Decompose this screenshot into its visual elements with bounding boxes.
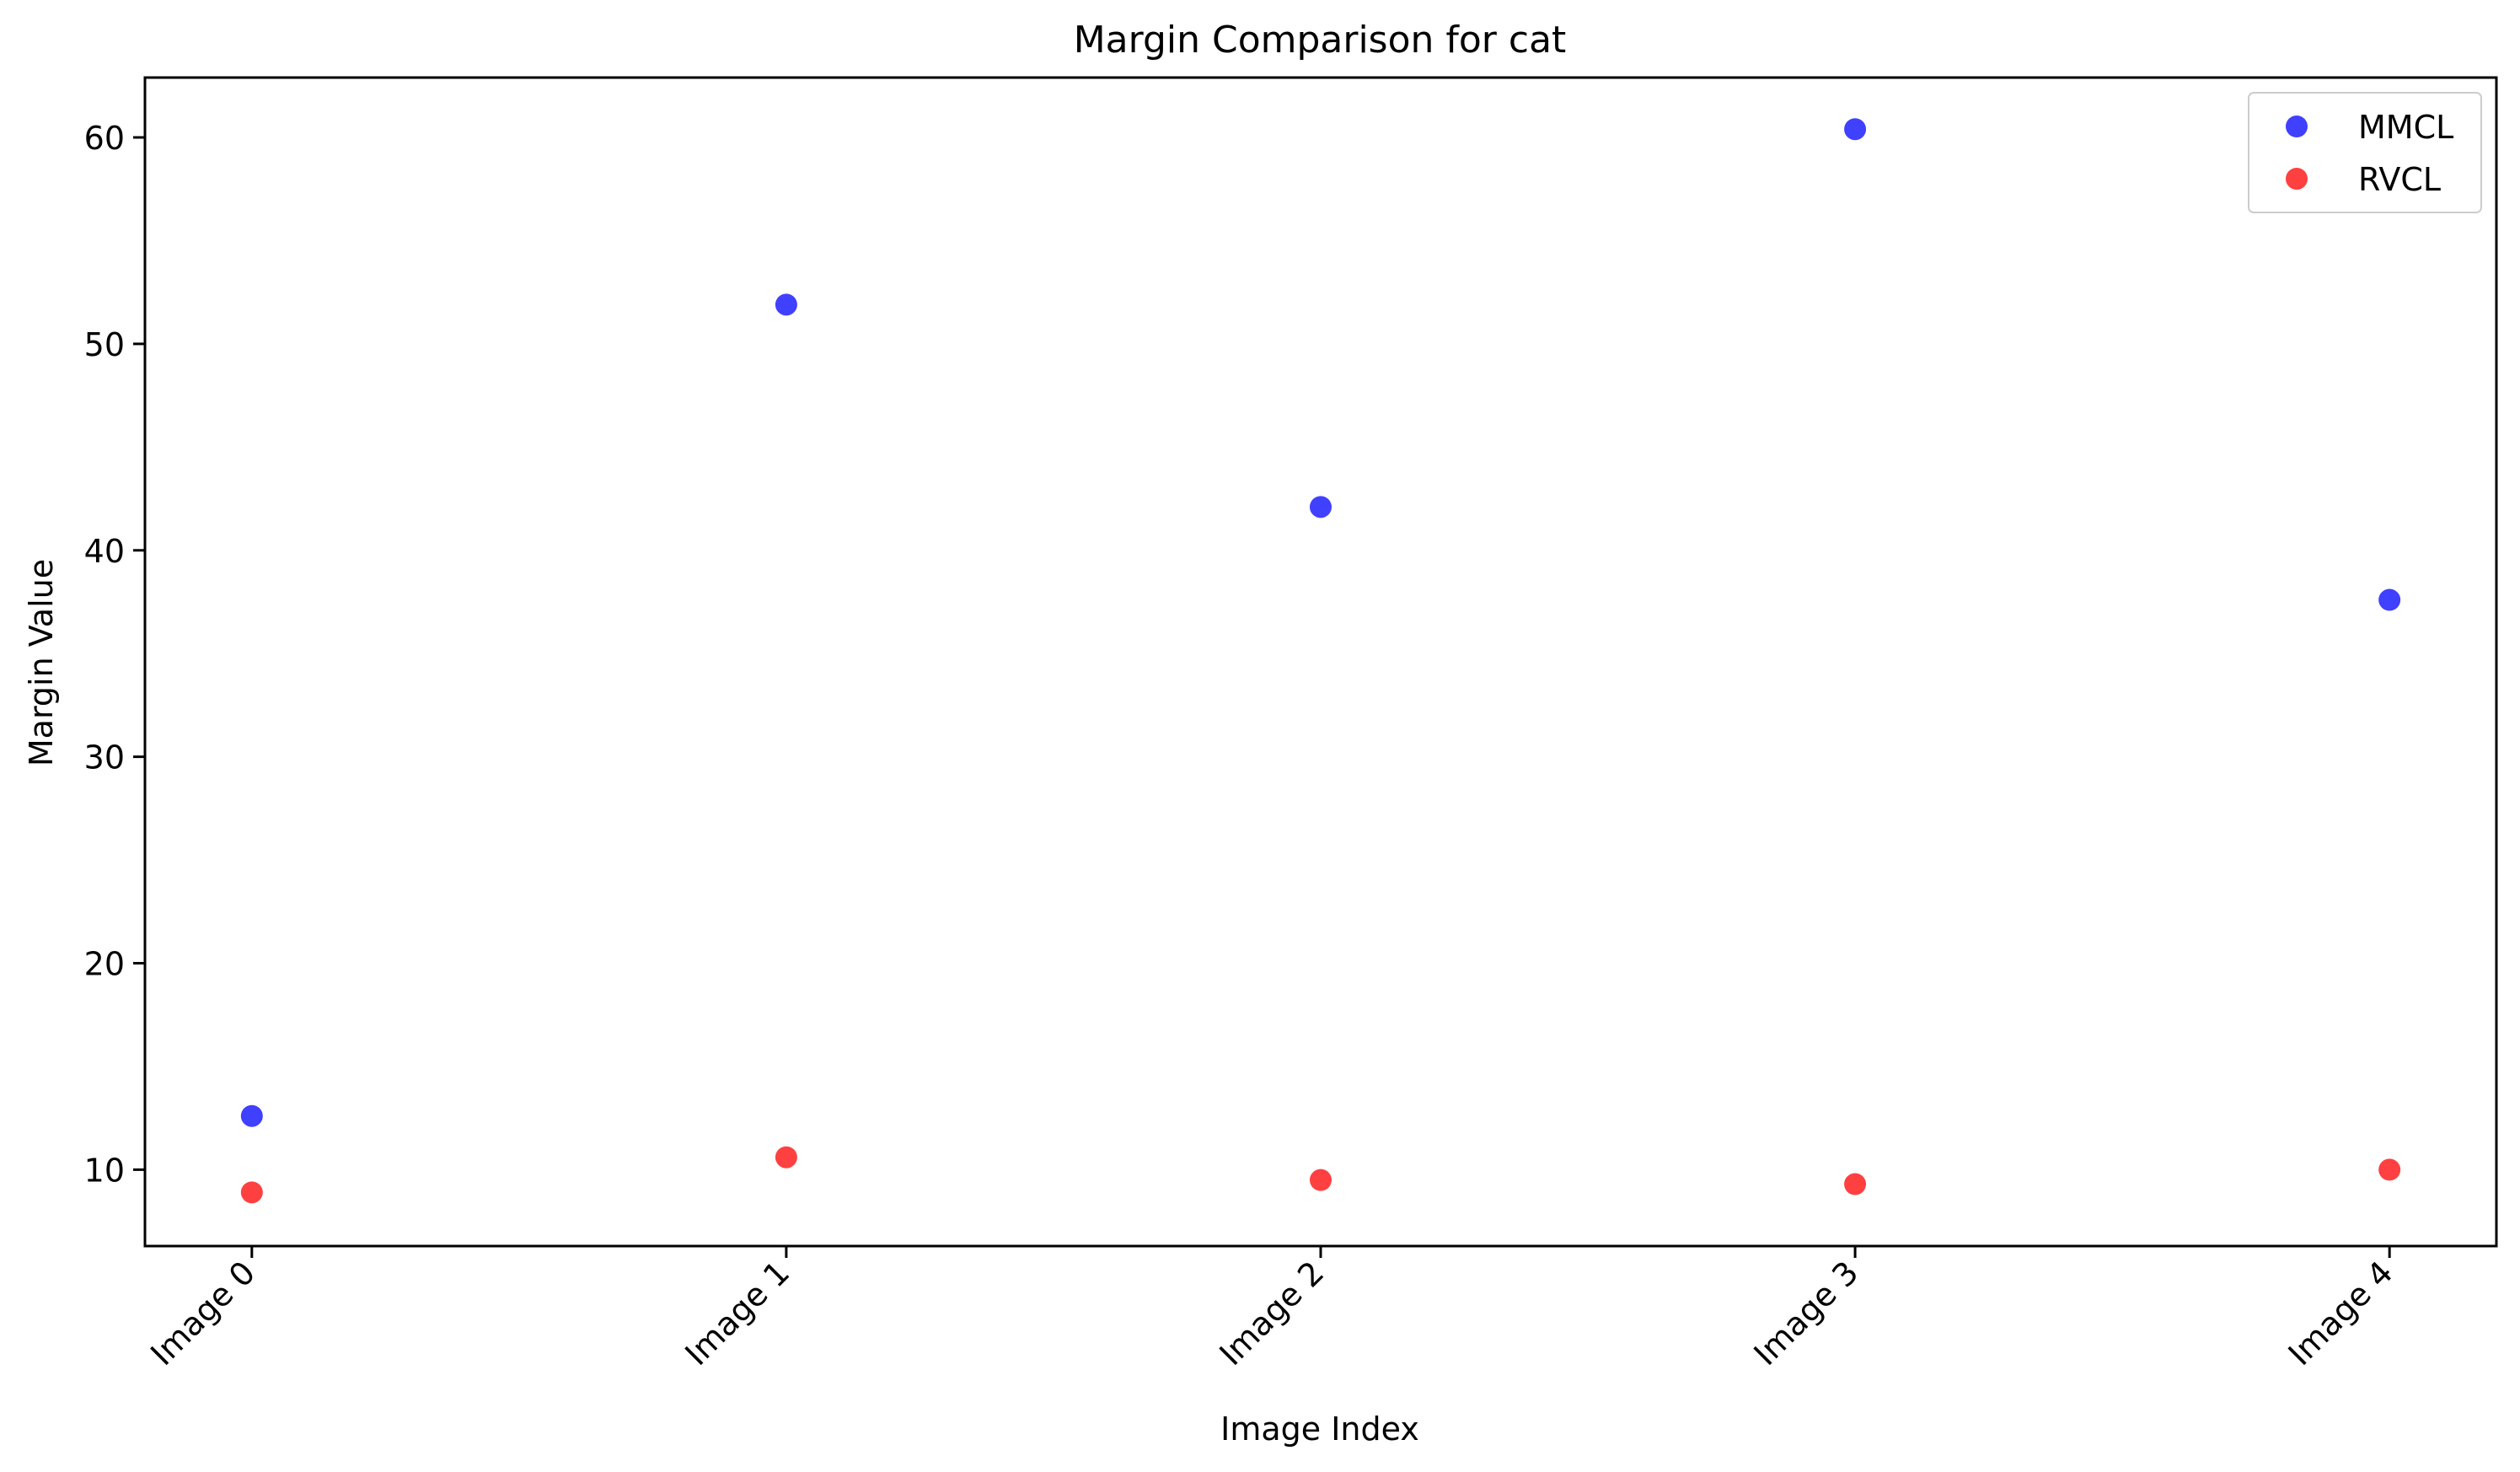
data-point-mmcl xyxy=(2378,588,2401,611)
data-points xyxy=(240,118,2401,1204)
data-point-rvcl xyxy=(1844,1173,1867,1195)
y-axis-label: Margin Value xyxy=(23,559,60,766)
data-point-rvcl xyxy=(240,1181,263,1204)
y-tick-label: 60 xyxy=(84,120,125,157)
chart-title: Margin Comparison for cat xyxy=(1074,19,1567,62)
legend-marker-mmcl xyxy=(2286,116,2308,137)
data-point-rvcl xyxy=(1310,1168,1332,1191)
y-tick-label: 30 xyxy=(84,739,125,776)
legend: MMCL RVCL xyxy=(2248,92,2482,213)
legend-label-rvcl: RVCL xyxy=(2358,161,2441,198)
data-point-mmcl xyxy=(1844,118,1867,141)
data-point-rvcl xyxy=(2378,1158,2401,1181)
data-point-rvcl xyxy=(775,1146,797,1168)
y-tick-label: 10 xyxy=(84,1152,125,1189)
data-point-mmcl xyxy=(775,293,797,316)
y-tick-label: 40 xyxy=(84,533,125,570)
legend-label-mmcl: MMCL xyxy=(2358,109,2453,146)
x-axis-label: Image Index xyxy=(1220,1410,1419,1448)
y-tick-label: 50 xyxy=(84,326,125,363)
legend-marker-rvcl xyxy=(2286,168,2308,190)
data-point-mmcl xyxy=(1310,496,1332,518)
plot-area xyxy=(143,76,2498,1248)
data-point-mmcl xyxy=(240,1104,263,1127)
y-tick-label: 20 xyxy=(84,946,125,983)
